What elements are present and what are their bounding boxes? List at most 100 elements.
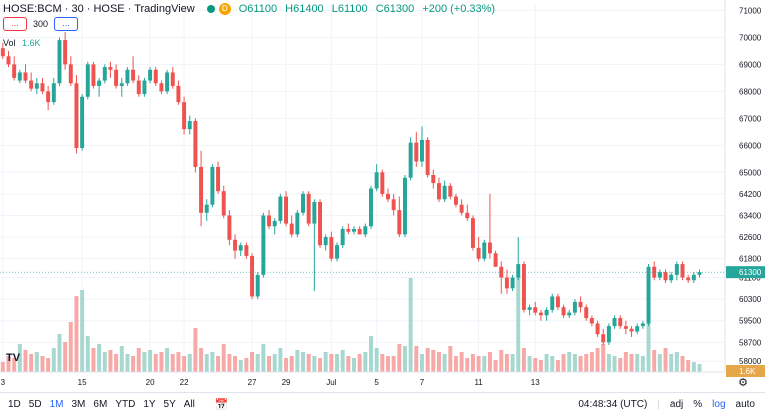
candle-body [516, 264, 521, 278]
volume-bar [652, 350, 657, 372]
bottom-toolbar: 1D 5D 1M 3M 6M YTD 1Y 5Y All 📅 04:48:34 (UTC) | … [0, 392, 765, 416]
price-tick-label: 58000 [739, 357, 762, 366]
volume-legend: Vol 1.6K [3, 38, 41, 48]
candlestick-chart[interactable]: 5800058700595006030061100618006260063400… [0, 0, 765, 392]
tradingview-logo-icon[interactable]: TV [6, 352, 21, 364]
volume-bar [544, 354, 549, 372]
volume-bar [289, 356, 294, 372]
volume-bar [335, 354, 339, 372]
price-tick-label: 67000 [739, 114, 762, 123]
price-tick-label: 66000 [739, 141, 762, 150]
candle-body [465, 212, 470, 219]
candle-body [63, 40, 68, 65]
indicator-button-blue[interactable]: ... [54, 17, 79, 31]
volume-bar [623, 352, 628, 372]
range-1d[interactable]: 1D [8, 399, 21, 410]
indicator-button-red[interactable]: ... [3, 17, 27, 31]
price-tick-label: 61800 [739, 255, 762, 264]
volume-bar [448, 346, 453, 372]
candle-body [419, 139, 424, 162]
candle-body [436, 183, 441, 200]
percent-toggle[interactable]: % [693, 399, 703, 410]
volume-bar [318, 358, 323, 372]
candle-body [357, 228, 362, 235]
ohlc-values: O61100 H61400 L61100 C61300 +200 (+0.33%… [239, 3, 500, 15]
volume-value: 1.6K [22, 38, 41, 48]
candle-body [414, 142, 419, 162]
candle-body [312, 201, 317, 224]
volume-bar [516, 276, 521, 372]
volume-bar [51, 348, 56, 372]
candle-body [267, 215, 272, 227]
candle-body [204, 204, 209, 213]
candle-body [669, 274, 674, 281]
range-ytd[interactable]: YTD [115, 399, 136, 410]
volume-bar [589, 352, 594, 372]
volume-bar [419, 354, 424, 372]
candle-body [561, 307, 566, 316]
candle-body [352, 228, 356, 232]
candle-body [363, 226, 368, 235]
volume-bar [561, 354, 566, 372]
volume-bar [374, 348, 379, 372]
candle-body [17, 72, 22, 81]
range-3m[interactable]: 3M [71, 399, 86, 410]
candle-body [295, 212, 300, 235]
volume-bar [29, 354, 34, 372]
candle-body [102, 67, 107, 81]
volume-bar [584, 354, 589, 372]
candle-body [199, 166, 204, 213]
range-5y[interactable]: 5Y [163, 399, 176, 410]
volume-bar [250, 352, 255, 372]
range-1m[interactable]: 1M [49, 399, 64, 410]
candle-body [68, 64, 73, 84]
candle-body [176, 85, 181, 103]
volume-bar [391, 356, 396, 372]
indicator-row: ... 300 ... [3, 17, 79, 31]
candle-body [233, 239, 238, 251]
volume-bar [329, 354, 334, 372]
candle-body [335, 245, 339, 259]
calendar-icon[interactable]: 📅 [214, 399, 229, 411]
candle-body [244, 245, 249, 256]
adj-toggle[interactable]: adj [669, 399, 684, 410]
candle-body [91, 64, 96, 86]
price-tick-label: 71000 [739, 6, 762, 15]
candle-body [657, 272, 662, 278]
range-5d[interactable]: 5D [28, 399, 42, 410]
volume-bar [493, 360, 498, 372]
auto-toggle[interactable]: auto [735, 399, 755, 410]
volume-bar [148, 350, 153, 372]
volume-bar [159, 352, 164, 372]
candle-body [153, 69, 158, 84]
volume-bar [261, 344, 266, 372]
time-tick-label: 27 [248, 378, 257, 387]
time-tick-label: 3 [1, 378, 6, 387]
price-tick-label: 63400 [739, 211, 762, 220]
volume-bar [436, 352, 441, 372]
volume-badge-label: 1.6K [739, 367, 756, 376]
volume-bar [142, 352, 147, 372]
time-tick-label: Jul [326, 378, 336, 387]
price-tick-label: 62600 [739, 233, 762, 242]
time-tick-label: 5 [374, 378, 379, 387]
volume-bar [618, 358, 623, 372]
volume-bar [306, 354, 311, 372]
settings-gear-icon[interactable]: ⚙ [738, 377, 748, 389]
volume-bar [567, 352, 572, 372]
volume-bar [657, 354, 662, 372]
candle-body [595, 323, 600, 335]
clock-time[interactable]: 04:48:34 (UTC) [578, 399, 648, 410]
range-6m[interactable]: 6M [93, 399, 108, 410]
volume-bar [380, 354, 385, 372]
range-all[interactable]: All [183, 399, 195, 410]
symbol-title[interactable]: HOSE:BCM · 30 · HOSE · TradingView [3, 3, 195, 15]
log-toggle[interactable]: log [712, 399, 726, 410]
candle-body [142, 80, 147, 95]
chart-header: HOSE:BCM · 30 · HOSE · TradingView D O61… [3, 2, 500, 16]
range-1y[interactable]: 1Y [143, 399, 156, 410]
volume-bar [0, 362, 5, 372]
volume-bar [425, 348, 430, 372]
volume-bar [680, 356, 685, 372]
